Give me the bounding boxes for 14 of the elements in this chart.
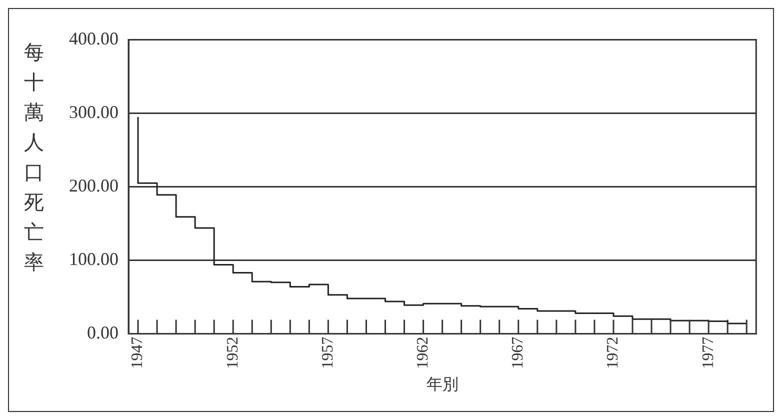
y-tick-label: 400.00 xyxy=(69,28,118,49)
y-tick-label: 300.00 xyxy=(69,102,118,122)
y-tick-label: 200.00 xyxy=(69,176,118,196)
y-tick-label: 0.00 xyxy=(87,322,118,343)
x-tick-label: 1957 xyxy=(319,336,336,369)
x-tick-label: 1972 xyxy=(604,336,622,369)
x-tick-label: 1967 xyxy=(510,336,527,369)
x-tick-label: 1947 xyxy=(129,336,146,369)
x-tick-label: 1977 xyxy=(700,336,717,369)
x-axis-title: 年別 xyxy=(426,374,458,394)
y-tick-label: 100.00 xyxy=(69,249,118,270)
x-tick-label: 1962 xyxy=(414,336,432,369)
x-tick-label: 1952 xyxy=(224,336,242,369)
y-axis-title: 每十萬人口死亡率 xyxy=(23,39,45,276)
